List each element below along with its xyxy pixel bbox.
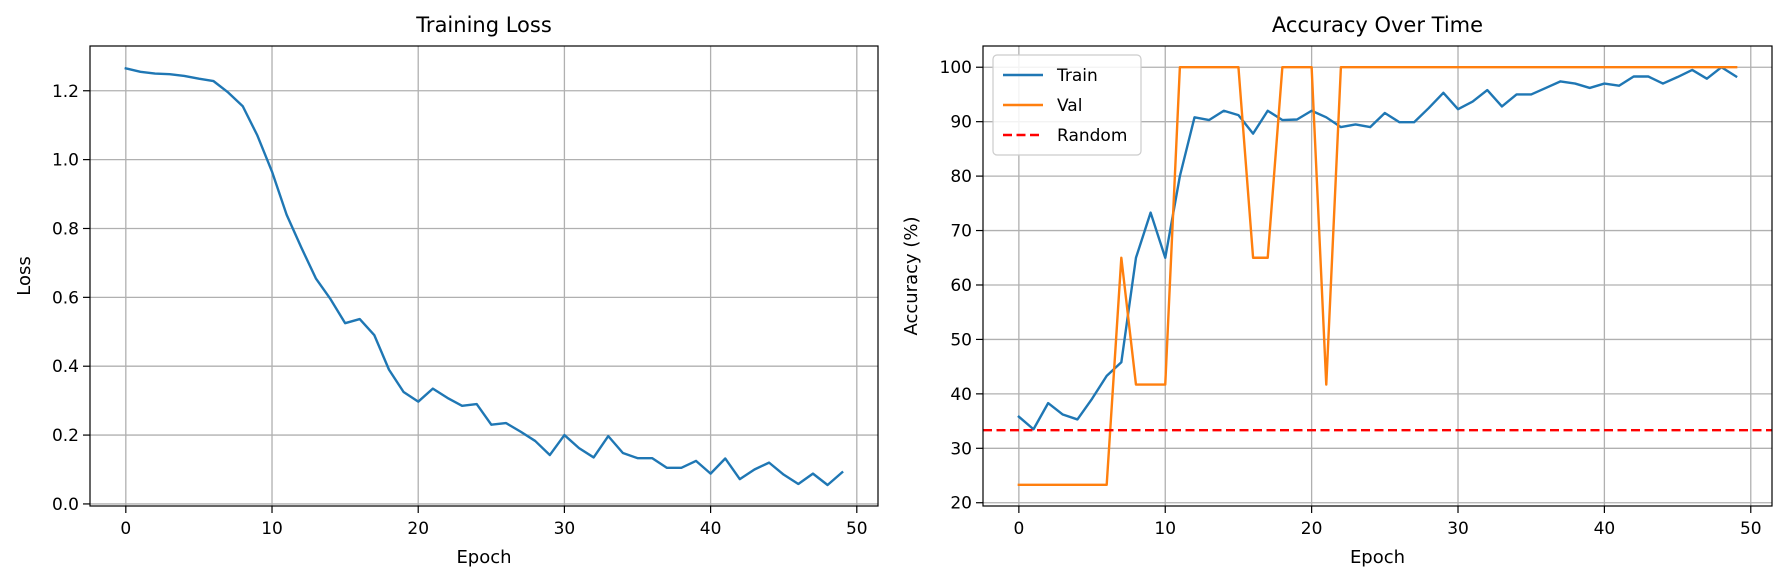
y-tick-label: 50	[950, 330, 972, 350]
accuracy-chart: Accuracy Over Time Epoch Accuracy (%) 0 1…	[901, 13, 1773, 568]
loss-chart: Training Loss Epoch Loss 0 10 20 30 40 50 0.0 0…	[14, 13, 879, 568]
legend-box	[992, 54, 1142, 156]
x-tick-label: 40	[1594, 519, 1616, 539]
chart-title: Training Loss	[415, 13, 552, 37]
x-tick-label: 50	[846, 519, 868, 539]
y-tick-label: 70	[950, 222, 972, 242]
x-tick-label: 40	[700, 519, 722, 539]
y-tick-label: 30	[950, 439, 972, 459]
x-axis-label: Epoch	[456, 547, 511, 568]
y-tick-label: 90	[950, 113, 972, 133]
legend-label: Val	[1057, 96, 1082, 116]
y-tick-label: 0.4	[52, 357, 79, 377]
series-group	[983, 66, 1772, 486]
x-tick-label: 30	[554, 519, 576, 539]
y-tick-label: 0.8	[52, 219, 79, 239]
y-tick-label: 80	[950, 167, 972, 187]
series-group	[124, 66, 844, 487]
loss-series-line	[124, 66, 844, 487]
x-tick-label: 50	[1740, 519, 1762, 539]
y-tick-label: 1.0	[52, 151, 79, 171]
y-tick-label: 0.0	[52, 495, 79, 515]
legend-label: Train	[1056, 66, 1098, 86]
x-tick-label: 10	[1154, 519, 1176, 539]
y-tick-label: 100	[940, 58, 972, 78]
x-tick-label: 20	[1301, 519, 1323, 539]
y-tick-label: 0.2	[52, 426, 79, 446]
plot-frame	[89, 45, 879, 507]
x-axis-label: Epoch	[1350, 547, 1405, 568]
val-series-line	[1017, 66, 1738, 486]
x-tick-label: 10	[261, 519, 283, 539]
chart-title: Accuracy Over Time	[1272, 13, 1483, 37]
y-tick-label: 60	[950, 276, 972, 296]
y-tick-label: 0.6	[52, 288, 79, 308]
y-axis-label: Loss	[14, 256, 35, 295]
x-tick-label: 0	[1013, 519, 1024, 539]
y-tick-label: 40	[950, 385, 972, 405]
grid	[90, 46, 878, 506]
x-tick-label: 30	[1447, 519, 1469, 539]
legend-label: Random	[1057, 126, 1127, 146]
x-tick-label: 0	[120, 519, 131, 539]
y-axis-label: Accuracy (%)	[901, 216, 922, 335]
legend: Train Val Random	[992, 54, 1142, 156]
y-tick-label: 20	[950, 494, 972, 514]
train-series-line	[1017, 66, 1738, 431]
y-tick-label: 1.2	[52, 82, 79, 102]
plot-frame	[982, 45, 1773, 507]
x-tick-label: 20	[407, 519, 429, 539]
